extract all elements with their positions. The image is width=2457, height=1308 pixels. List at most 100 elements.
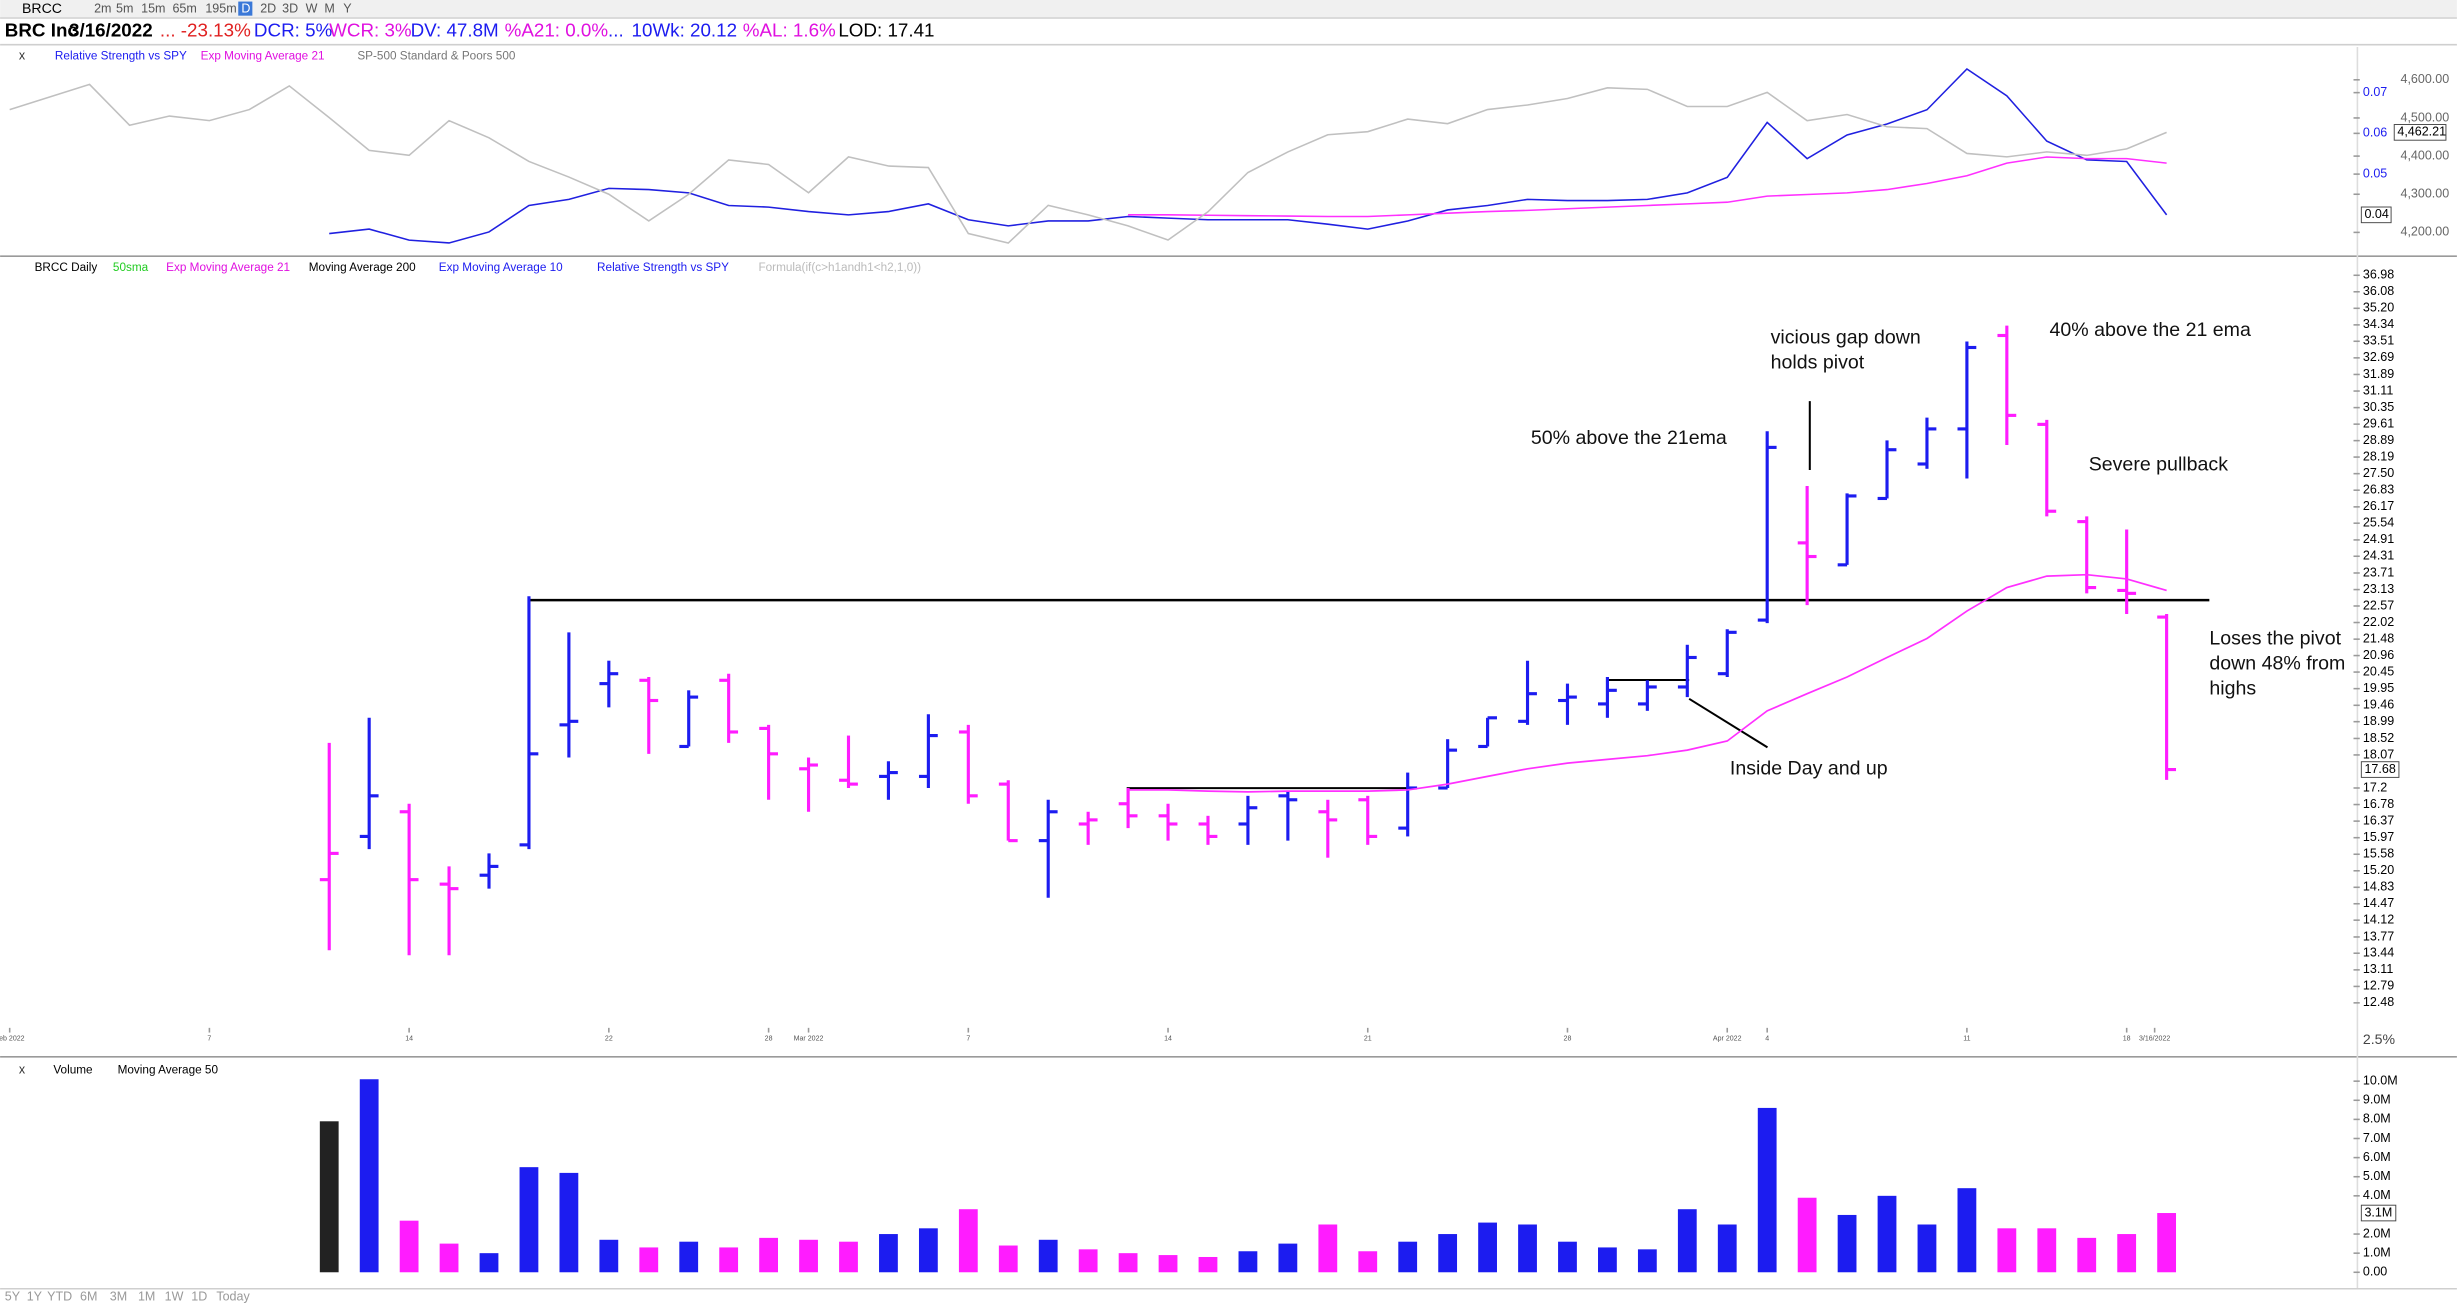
y-tick-label: 23.13 [2363,582,2394,596]
y-tick-label: 21.48 [2363,631,2394,645]
legend-entry[interactable]: Exp Moving Average 10 [439,261,563,274]
period-button[interactable]: YTD [47,1290,72,1304]
volume-bar [1278,1243,1298,1273]
toolbar [0,0,2457,18]
y-tick-label: 13.77 [2363,929,2394,943]
y-tick-label: 34.34 [2363,317,2394,331]
y-tick-label: 32.69 [2363,350,2394,364]
period-button[interactable]: 1Y [27,1290,43,1304]
y-tick-label: 1.0M [2363,1245,2391,1259]
y-tick-label: 22.02 [2363,615,2394,629]
period-button[interactable]: 3M [110,1290,127,1304]
period-button[interactable]: 1M [138,1290,155,1304]
legend-entry[interactable]: Moving Average 200 [309,261,416,274]
current-value-label: 0.04 [2364,207,2388,221]
y-tick-label: 4,400.00 [2400,148,2449,162]
period-button[interactable]: 6M [80,1290,97,1304]
volume-bar [1837,1214,1857,1273]
interval-button[interactable]: M [324,2,334,16]
volume-bar [918,1228,938,1273]
series-line [1128,573,2167,793]
x-tick-label: 14 [405,1036,413,1043]
volume-bar [998,1245,1018,1273]
x-tick-label: Feb 2022 [0,1036,25,1043]
info-field: 10Wk: 20.12 [632,19,738,40]
y-tick-label: 28.89 [2363,433,2394,447]
y-tick-label: 20.45 [2363,664,2394,678]
y-tick-label: 20.96 [2363,648,2394,662]
y-tick-label: 31.11 [2363,383,2393,397]
info-field: ... -23.13% [160,19,251,40]
period-button[interactable]: 1D [191,1290,207,1304]
y-tick-label: 25.54 [2363,516,2394,530]
legend-entry[interactable]: Relative Strength vs SPY [55,50,187,63]
legend-entry[interactable]: 50sma [113,261,149,274]
volume-bar [1518,1224,1537,1273]
y-tick-label: 24.91 [2363,532,2394,546]
info-field: 3/16/2022 [69,19,153,40]
legend-entry[interactable]: SP-500 Standard & Poors 500 [357,50,516,63]
active-interval [238,1,253,16]
y-tick-label: 28.19 [2363,449,2394,463]
legend-entry[interactable]: Formula(if(c>h1andh1<h2,1,0)) [758,261,921,274]
volume-bar [719,1247,739,1273]
interval-button[interactable]: 65m [172,2,196,16]
volume-bar [799,1239,818,1273]
legend-entry[interactable]: Exp Moving Average 21 [201,50,325,63]
corner-label: 2.5% [2363,1031,2396,1047]
interval-button[interactable]: 15m [141,2,165,16]
volume-bar [1637,1249,1657,1273]
interval-button[interactable]: 3D [282,2,298,16]
close-button[interactable]: x [19,49,26,63]
info-field: %A21: 0.0% [505,19,609,40]
period-button[interactable]: 1W [165,1290,184,1304]
y-tick-label: 18.07 [2363,747,2394,761]
volume-bar [1677,1209,1697,1273]
y-tick-label: 12.48 [2363,995,2394,1009]
interval-button[interactable]: 2m [94,2,111,16]
volume-bar [1598,1247,1617,1273]
interval-button[interactable]: W [306,2,318,16]
interval-button[interactable]: 5m [116,2,133,16]
y-tick-label: 24.31 [2363,549,2394,563]
x-tick-label: 28 [765,1036,773,1043]
y-tick-label: 0.00 [2363,1265,2387,1279]
volume-bar [639,1247,659,1273]
y-tick-label: 36.98 [2363,268,2394,282]
interval-button[interactable]: Y [343,2,352,16]
y-tick-label: 5.0M [2363,1169,2391,1183]
interval-button[interactable]: 2D [260,2,276,16]
legend-entry[interactable]: Relative Strength vs SPY [597,261,729,274]
volume-bar [2077,1237,2097,1273]
y-tick-label: 17.2 [2363,780,2387,794]
legend-entry[interactable]: Moving Average 50 [118,1063,219,1076]
x-tick-label: 22 [605,1036,613,1043]
legend-entry[interactable]: BRCC Daily [35,261,98,274]
y-tick-label: 36.08 [2363,284,2394,298]
interval-button[interactable]: D [241,2,250,16]
volume-bar [1198,1256,1218,1273]
legend-entry[interactable]: Volume [53,1063,93,1076]
y-tick-label: 0.05 [2363,166,2387,180]
y-tick-label: 23.71 [2363,565,2394,579]
y-tick-label: 15.97 [2363,830,2394,844]
y-tick-label: 4,300.00 [2400,187,2449,201]
close-button[interactable]: x [19,1062,26,1076]
interval-button[interactable]: 195m [205,2,236,16]
y-tick-label: 9.0M [2363,1093,2391,1107]
volume-bar [1238,1251,1258,1273]
period-button[interactable]: 5Y [5,1290,21,1304]
current-value-label: 17.68 [2364,762,2395,776]
legend-entry[interactable]: Exp Moving Average 21 [166,261,290,274]
volume-bar [1078,1249,1098,1273]
y-tick-label: 31.89 [2363,367,2394,381]
y-tick-label: 14.12 [2363,912,2394,926]
y-tick-label: 16.37 [2363,813,2394,827]
y-tick-label: 4,600.00 [2400,72,2449,86]
annotation: highs [2209,678,2256,700]
period-button[interactable]: Today [216,1290,250,1304]
y-tick-label: 13.44 [2363,946,2394,960]
volume-bar [519,1167,539,1273]
symbol[interactable]: BRCC [22,0,62,16]
